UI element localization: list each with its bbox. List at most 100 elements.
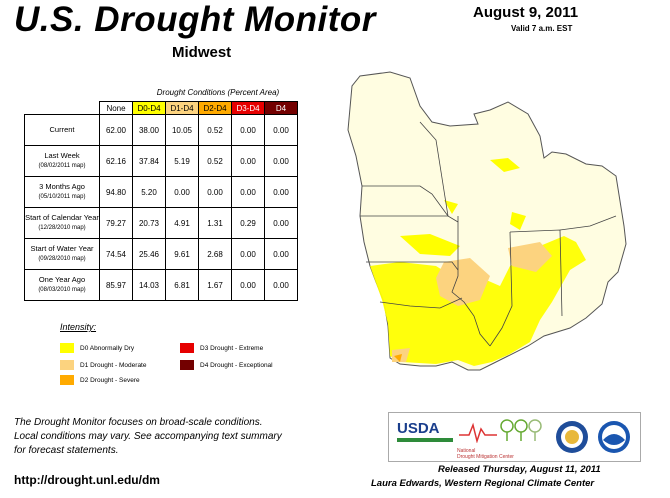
row-label-text: Start of Calendar Year: [25, 213, 99, 222]
table-cell: 0.00: [264, 114, 298, 146]
row-label: Start of Calendar Year (12/28/2010 map): [24, 207, 100, 239]
table-cell: 0.00: [231, 176, 265, 208]
state-borders: [360, 121, 617, 347]
legend-label-d3: D3 Drought - Extreme: [200, 344, 264, 352]
table-cell: 0.00: [264, 176, 298, 208]
table-cell: 0.00: [264, 207, 298, 239]
row-label-text: Current: [49, 125, 75, 134]
table-row: Start of Water Year (09/28/2010 map) 74.54…: [24, 238, 298, 270]
table-caption: Drought Conditions (Percent Area): [156, 88, 280, 97]
legend-swatch-d3: [180, 343, 194, 353]
footnote-line-3: for forecast statements.: [14, 445, 119, 456]
col-header-d4: D4: [264, 101, 298, 115]
row-label: One Year Ago (08/03/2010 map): [24, 269, 100, 301]
table-cell: 20.73: [132, 207, 166, 239]
noaa-logo-icon: [598, 421, 630, 453]
table-header-row: None D0-D4 D1-D4 D2-D4 D3-D4 D4: [25, 101, 298, 115]
table-row: One Year Ago (08/03/2010 map) 85.97 14.03 6.…: [24, 269, 298, 301]
legend-label-d4: D4 Drought - Exceptional: [200, 361, 273, 369]
table-cell: 9.61: [165, 238, 199, 270]
table-cell: 0.00: [231, 238, 265, 270]
region-name: Midwest: [172, 44, 232, 61]
row-label-text: One Year Ago: [38, 275, 86, 284]
table-cell: 94.80: [99, 176, 133, 208]
table-cell: 0.52: [198, 114, 232, 146]
drought-conditions-table: None D0-D4 D1-D4 D2-D4 D3-D4 D4 Current 6…: [24, 101, 298, 301]
row-map-date: (12/28/2010 map): [38, 225, 86, 231]
legend-item-d1: D1 Drought - Moderate: [60, 360, 146, 370]
legend-swatch-d4: [180, 360, 194, 370]
legend-label-d0: D0 Abnormally Dry: [80, 344, 135, 352]
page-title: U.S. Drought Monitor: [14, 0, 376, 39]
legend-item-d2: D2 Drought - Severe: [60, 375, 140, 385]
row-label-text: Start of Water Year: [30, 244, 94, 253]
table-cell: 0.00: [198, 176, 232, 208]
release-date: Released Thursday, August 11, 2011: [438, 464, 601, 475]
row-map-date: (08/02/2011 map): [38, 163, 86, 169]
legend-item-d4: D4 Drought - Exceptional: [180, 360, 273, 370]
legend-title: Intensity:: [60, 322, 97, 332]
legend-swatch-d1: [60, 360, 74, 370]
table-cell: 25.46: [132, 238, 166, 270]
table-cell: 10.05: [165, 114, 199, 146]
table-corner: [25, 102, 100, 115]
row-label-text: Last Week: [44, 151, 80, 160]
table-cell: 4.91: [165, 207, 199, 239]
row-label: Last Week (08/02/2011 map): [24, 145, 100, 177]
table-cell: 74.54: [99, 238, 133, 270]
website-link[interactable]: http://drought.unl.edu/dm: [14, 473, 160, 487]
row-map-date: (05/10/2011 map): [38, 194, 86, 200]
col-header-d2-d4: D2-D4: [198, 101, 232, 115]
table-row: Last Week (08/02/2011 map) 62.16 37.84 5.19 0…: [24, 145, 298, 177]
footnote: The Drought Monitor focuses on broad-sca…: [14, 416, 344, 458]
ndmc-name-line-2: Drought Mitigation Center: [457, 454, 514, 460]
partner-logos: USDA National Drought Mitigation Center: [388, 412, 641, 462]
ndmc-logo: National Drought Mitigation Center: [457, 417, 549, 460]
table-cell: 0.00: [231, 114, 265, 146]
legend-item-d0: D0 Abnormally Dry: [60, 343, 134, 353]
row-label-text: 3 Months Ago: [39, 182, 85, 191]
table-cell: 38.00: [132, 114, 166, 146]
row-label: Current: [24, 114, 100, 146]
col-header-d1-d4: D1-D4: [165, 101, 199, 115]
col-header-d3-d4: D3-D4: [231, 101, 265, 115]
table-cell: 0.52: [198, 145, 232, 177]
col-header-d0-d4: D0-D4: [132, 101, 166, 115]
usda-logo-text: USDA: [397, 420, 453, 442]
table-cell: 79.27: [99, 207, 133, 239]
table-cell: 14.03: [132, 269, 166, 301]
table-cell: 85.97: [99, 269, 133, 301]
legend-label-d2: D2 Drought - Severe: [80, 376, 140, 384]
table-cell: 0.00: [264, 238, 298, 270]
legend-swatch-d0: [60, 343, 74, 353]
table-cell: 5.19: [165, 145, 199, 177]
midwest-drought-map: [347, 71, 627, 371]
col-header-none: None: [99, 101, 133, 115]
table-cell: 0.00: [264, 145, 298, 177]
table-cell: 62.00: [99, 114, 133, 146]
table-body: Current 62.00 38.00 10.05 0.52 0.00 0.00 Last W…: [24, 114, 298, 301]
doc-seal-icon: [556, 421, 588, 453]
table-cell: 0.29: [231, 207, 265, 239]
table-cell: 1.31: [198, 207, 232, 239]
table-row: Start of Calendar Year (12/28/2010 map) 79…: [24, 207, 298, 239]
row-label: 3 Months Ago (05/10/2011 map): [24, 176, 100, 208]
table-row: Current 62.00 38.00 10.05 0.52 0.00 0.00: [24, 114, 298, 146]
author-credit: Laura Edwards, Western Regional Climate …: [371, 478, 595, 489]
valid-time: Valid 7 a.m. EST: [511, 24, 573, 33]
d2-severe-drought-areas: [394, 354, 402, 362]
table-cell: 2.68: [198, 238, 232, 270]
ndmc-tree-icon: [459, 419, 542, 444]
table-row: 3 Months Ago (05/10/2011 map) 94.80 5.20 0.0…: [24, 176, 298, 208]
table-cell: 6.81: [165, 269, 199, 301]
table-cell: 62.16: [99, 145, 133, 177]
row-map-date: (09/28/2010 map): [38, 256, 86, 262]
ndmc-name-line-1: National: [457, 448, 476, 454]
table-cell: 1.67: [198, 269, 232, 301]
table-cell: 5.20: [132, 176, 166, 208]
table-cell: 37.84: [132, 145, 166, 177]
table-cell: 0.00: [231, 145, 265, 177]
table-cell: 0.00: [165, 176, 199, 208]
usda-logo: USDA: [397, 420, 453, 454]
map-date: August 9, 2011: [473, 4, 579, 21]
